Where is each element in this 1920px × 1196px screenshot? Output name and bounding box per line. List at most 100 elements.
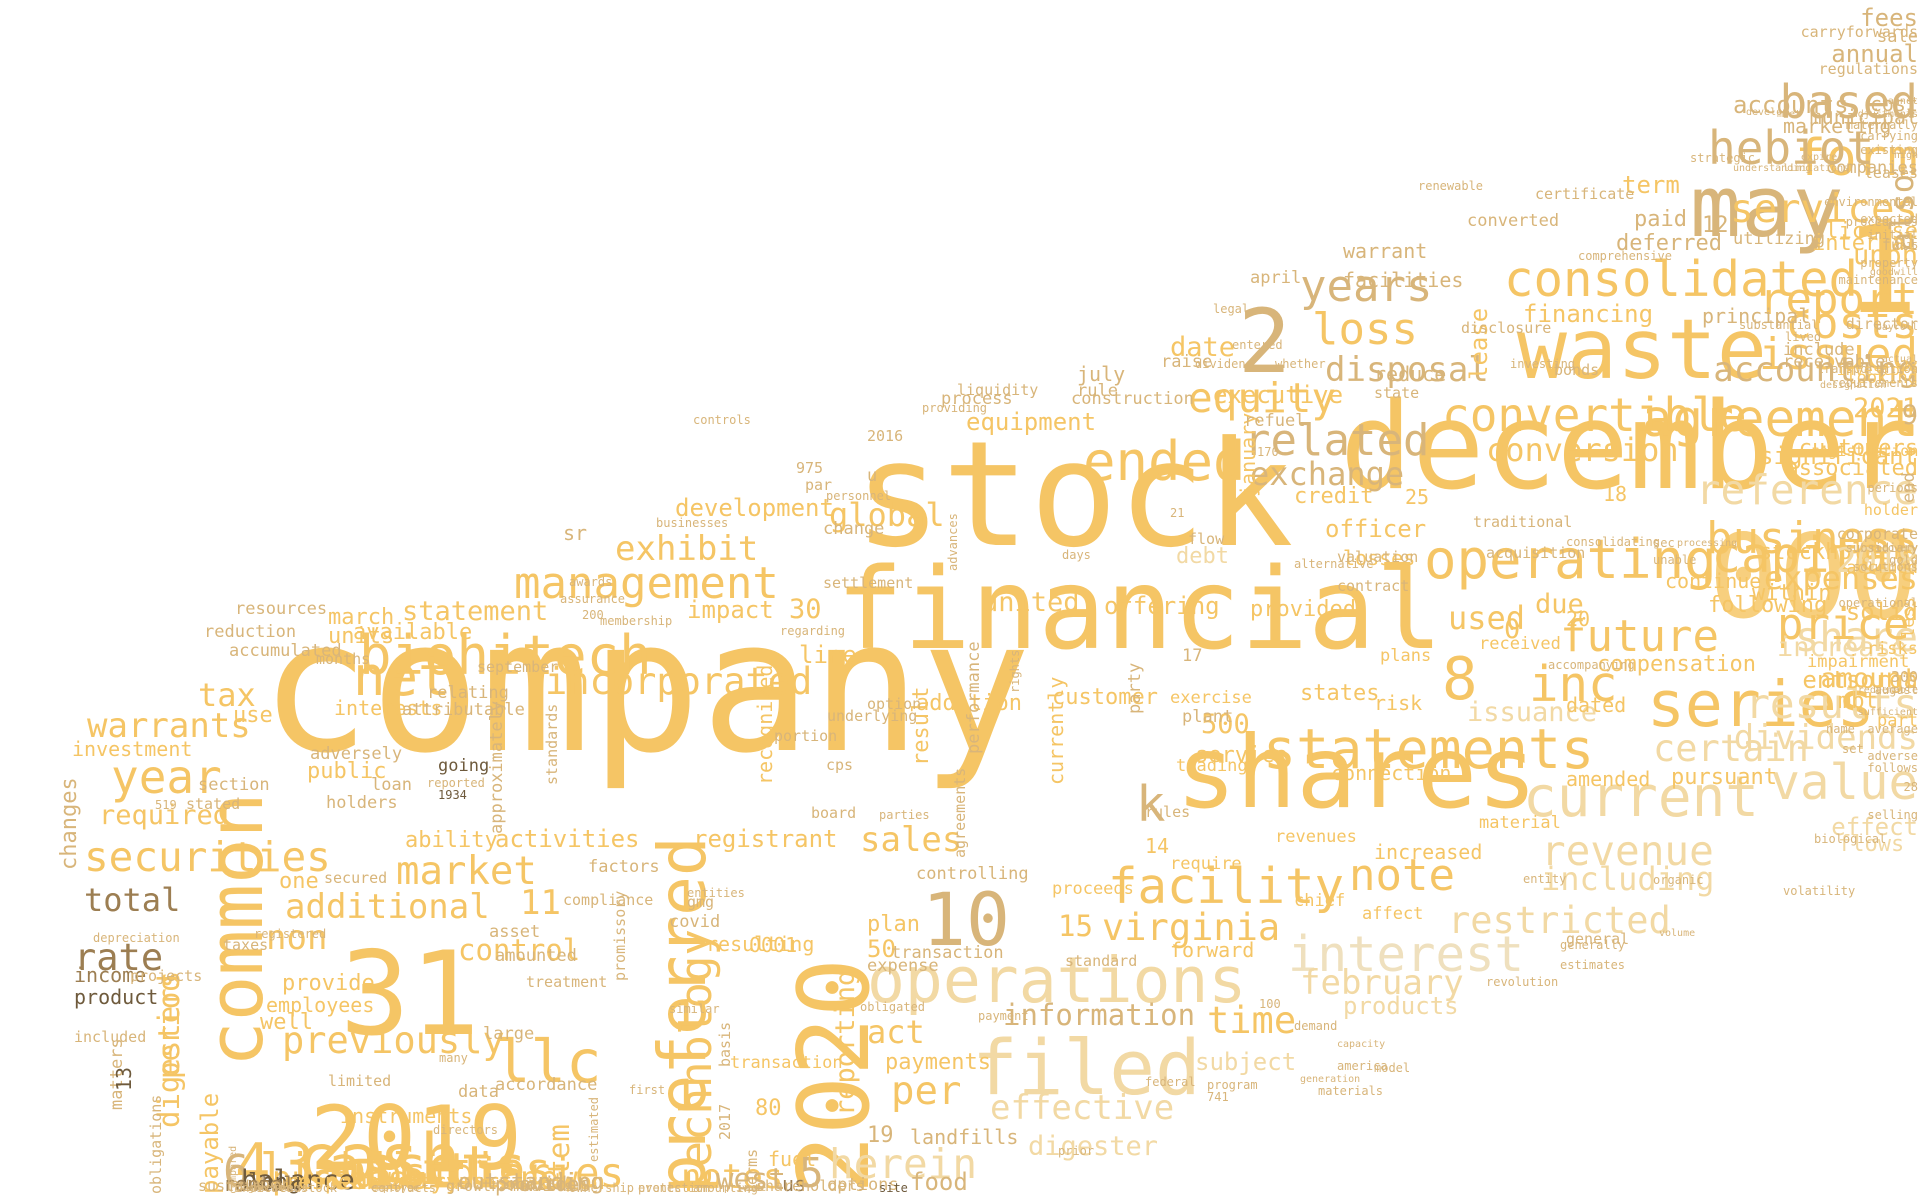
word-future: future: [1560, 610, 1719, 662]
word-operating: operating: [1424, 527, 1717, 591]
word-membership: membership: [600, 614, 673, 629]
word-increase: increase: [1777, 632, 1908, 664]
word-limited: limited: [328, 1072, 392, 1090]
word-15: 15: [1058, 908, 1093, 943]
word-may: may: [1690, 158, 1844, 257]
word-america: america: [1337, 1059, 1388, 1074]
word-20: 20: [1566, 607, 1591, 631]
word-requirements: requirements: [1831, 376, 1918, 391]
word-well: well: [260, 1010, 313, 1036]
word-revenue: revenue: [1541, 827, 1714, 876]
word-price: price: [1777, 598, 1910, 650]
word-years: years: [1300, 260, 1433, 312]
word-certain: certain: [1653, 727, 1809, 771]
word-global: global: [829, 496, 945, 535]
word-dated: dated: [1566, 693, 1627, 717]
word-product: product: [74, 985, 159, 1009]
word-related: related: [1244, 414, 1430, 466]
word-connection: connection: [1331, 761, 1452, 785]
word-recognized: recognized: [753, 664, 777, 785]
word-sustain: sustain: [198, 1177, 262, 1195]
word-awards: awards: [569, 575, 613, 590]
word-consolidated: consolidated: [1504, 250, 1859, 308]
word-interest: interest: [1288, 925, 1525, 983]
word-risk: risk: [1374, 691, 1423, 715]
word-covid: covid: [669, 912, 721, 933]
word-deferred: deferred: [1616, 231, 1722, 257]
word-dividend: dividend: [1195, 357, 1253, 372]
word-1: 1: [1844, 199, 1918, 342]
word-significant: significant: [1759, 441, 1918, 470]
word-factors: factors: [588, 857, 660, 878]
word-amounted: amounted: [495, 946, 577, 967]
word-accounts: accounts: [1733, 90, 1849, 119]
word-ownership: ownership: [569, 1181, 635, 1195]
word-notes: notes: [681, 1157, 784, 1196]
word-asset: asset: [489, 922, 541, 943]
word-volatility: volatility: [1783, 884, 1856, 899]
word-rule: rule: [1077, 381, 1118, 402]
word-net: net: [353, 644, 451, 708]
word-ended: ended: [1083, 429, 1246, 493]
word-total: total: [84, 881, 181, 920]
word-k: k: [1136, 775, 1166, 833]
word-stated: stated: [186, 795, 241, 813]
word-741: 741: [1207, 1090, 1229, 1105]
word-incorporated: incorporated: [545, 660, 813, 704]
word-required: required: [99, 800, 230, 832]
word-inc: inc: [1529, 655, 1618, 713]
word-selling: selling: [1867, 808, 1918, 823]
word-cost: cost: [1869, 92, 1918, 116]
word-sec: sec: [1653, 536, 1675, 551]
word-u: u: [867, 466, 878, 487]
word-settlement: settlement: [823, 574, 914, 592]
word-parties: parties: [879, 808, 930, 823]
word-payments: payments: [885, 1050, 991, 1076]
word-100: 100: [1259, 997, 1281, 1012]
word-subsidiary: subsidiary: [1845, 541, 1918, 556]
word-projects: projects: [130, 967, 203, 985]
word-approximately: approximately: [487, 700, 507, 834]
word-certificate: certificate: [1535, 185, 1635, 203]
word-gold: gold: [1889, 553, 1918, 568]
word-resources: resources: [235, 599, 328, 620]
word-option: option: [867, 695, 922, 713]
word-reference: reference: [1695, 466, 1918, 515]
word-states: states: [1300, 681, 1380, 707]
word-adversely: adversely: [310, 744, 403, 765]
word-included: included: [74, 1028, 147, 1046]
word-10: 10: [922, 877, 1010, 963]
word-expected: expected: [1860, 212, 1918, 227]
word-expenses: expenses: [1763, 559, 1918, 598]
word-3: 3: [279, 1130, 315, 1196]
word-balance: balance: [241, 1165, 355, 1196]
word-11: 11: [520, 882, 561, 923]
word-long: long: [248, 1170, 301, 1195]
word-hebiot: hebiot: [1708, 121, 1875, 176]
word-compensation: compensation: [1597, 652, 1756, 678]
word-2017: 2017: [716, 1103, 734, 1140]
word-entities: entities: [687, 886, 745, 901]
word-financing: financing: [1523, 299, 1654, 328]
word-industry: industry: [353, 1170, 459, 1195]
word-waste: waste: [1517, 300, 1767, 398]
word-results: results: [1745, 680, 1918, 729]
word-indicate: indicate: [235, 1181, 293, 1195]
word-contracts: contracts: [371, 1181, 437, 1195]
word-consolidating: consolidating: [1566, 535, 1660, 550]
word-statement: statement: [402, 596, 549, 628]
word-food: food: [910, 1168, 968, 1196]
word-sales: sales: [860, 819, 963, 860]
word-materially: materially: [1845, 118, 1918, 133]
word-one: one: [279, 869, 319, 895]
word-large: large: [483, 1024, 535, 1045]
word-issuance: issuance: [1467, 697, 1598, 729]
word-virginia: virginia: [1102, 906, 1281, 950]
word-currently: currently: [1044, 676, 1068, 785]
word-plan: plan: [867, 912, 920, 938]
word-annual: annual: [1831, 39, 1918, 68]
word-companies: companies: [1825, 158, 1918, 179]
word-rules: rules: [1145, 803, 1191, 821]
word-transaction: transaction: [730, 1053, 843, 1074]
word-upon: upon: [1852, 240, 1918, 272]
